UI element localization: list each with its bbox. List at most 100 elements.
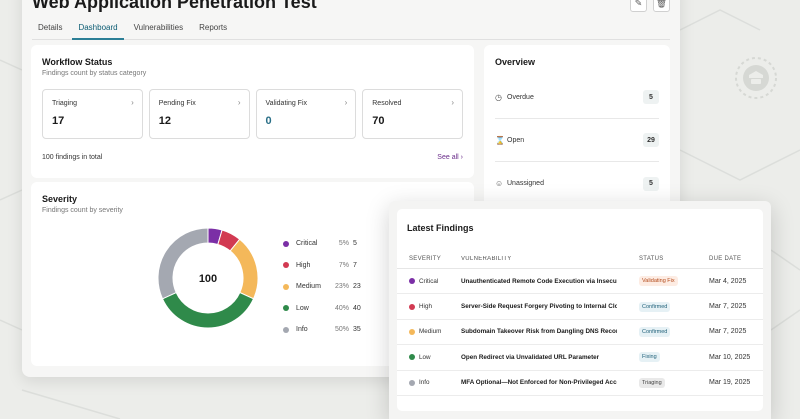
latest-findings-panel: Latest Findings SEVERITY VULNERABILITY S… [389, 201, 771, 419]
row-status: Validating Fix [617, 276, 689, 287]
legend-name: Medium [296, 283, 321, 291]
overview-row-unassigned[interactable]: ☺ Unassigned 5 [495, 162, 659, 205]
row-status: Confirmed [617, 326, 689, 337]
legend-row-critical: Critical 5% 5 [283, 233, 363, 255]
legend-pct: 23% [334, 283, 349, 291]
header-due-date[interactable]: DUE DATE [709, 255, 742, 262]
donut-slice-low[interactable] [161, 291, 255, 329]
legend-pct: 50% [334, 326, 349, 334]
workflow-box-label: Pending Fix [158, 100, 196, 107]
legend-dot [283, 283, 289, 290]
row-due-date: Mar 7, 2025 [709, 303, 747, 311]
shield-logo-icon [735, 57, 777, 99]
tab-dashboard[interactable]: Dashboard [72, 16, 124, 40]
legend-count: 5 [353, 240, 357, 248]
workflow-box-value: 70 [372, 115, 385, 127]
row-status: Confirmed [617, 301, 689, 312]
status-badge: Triaging [639, 377, 665, 388]
donut-slice-medium[interactable] [229, 238, 259, 300]
tab-vulnerabilities[interactable]: Vulnerabilities [133, 23, 184, 32]
legend-count: 7 [353, 261, 357, 269]
edit-button[interactable]: ✎ [630, 0, 647, 12]
tab-details[interactable]: Details [38, 23, 63, 32]
workflow-box-label: Triaging [52, 100, 78, 107]
severity-title: Severity [42, 194, 78, 204]
workflow-box-validating-fix[interactable]: Validating Fix › 0 [255, 89, 357, 139]
severity-label: Critical [419, 277, 439, 285]
overview-row-overdue[interactable]: ◷ Overdue 5 [495, 76, 659, 119]
hourglass-icon: ⌛ [495, 135, 505, 145]
latest-findings-card: Latest Findings SEVERITY VULNERABILITY S… [397, 209, 763, 411]
chevron-right-icon: › [451, 98, 454, 107]
severity-subtitle: Findings count by severity [42, 207, 123, 214]
legend-count: 40 [353, 304, 361, 312]
legend-pct: 40% [334, 304, 349, 312]
status-badge: Confirmed [639, 301, 671, 312]
row-due-date: Mar 7, 2025 [709, 328, 747, 336]
table-row[interactable]: Low Open Redirect via Unvalidated URL Pa… [397, 345, 763, 371]
row-severity: Low [397, 354, 443, 361]
legend-dot [283, 240, 289, 247]
row-severity: Info [397, 379, 443, 386]
overview-label: Overdue [507, 93, 534, 101]
severity-legend: Critical 5% 5 High 7% 7 Medium 23% 23 Lo… [283, 233, 363, 341]
trash-icon: 🗑 [655, 0, 668, 8]
overview-count: 29 [643, 133, 659, 147]
row-severity: Medium [397, 328, 443, 335]
workflow-box-value: 12 [158, 115, 171, 127]
overview-label: Unassigned [507, 180, 544, 187]
see-all-link[interactable]: See all › [437, 154, 463, 161]
clock-icon: ◷ [495, 92, 502, 102]
row-due-date: Mar 10, 2025 [709, 353, 751, 361]
legend-row-high: High 7% 7 [283, 255, 363, 277]
chevron-right-icon: › [131, 98, 134, 107]
table-header: SEVERITY VULNERABILITY STATUS DUE DATE [397, 249, 763, 269]
workflow-box-value: 17 [52, 115, 65, 127]
title-actions: ✎ 🗑 [630, 0, 670, 12]
donut-slice-info[interactable] [157, 227, 209, 300]
tab-bar: Details Dashboard Vulnerabilities Report… [32, 16, 670, 40]
severity-label: Low [419, 353, 431, 361]
workflow-box-value: 0 [265, 115, 272, 127]
overview-label: Open [507, 136, 525, 144]
pencil-icon: ✎ [634, 0, 643, 8]
overview-row-open[interactable]: ⌛ Open 29 [495, 119, 659, 162]
see-all-label: See all [437, 154, 459, 161]
table-row[interactable]: Medium Subdomain Takeover Risk from Dang… [397, 320, 763, 346]
tab-reports[interactable]: Reports [199, 23, 228, 32]
row-vulnerability[interactable]: Open Redirect via Unvalidated URL Parame… [461, 353, 600, 361]
header-severity[interactable]: SEVERITY [409, 255, 442, 262]
table-row[interactable]: Info MFA Optional—Not Enforced for Non-P… [397, 371, 763, 396]
severity-dot [409, 303, 415, 310]
workflow-box-resolved[interactable]: Resolved › 70 [362, 89, 463, 139]
status-badge: Confirmed [639, 326, 671, 337]
findings-total: 100 findings in total [42, 154, 103, 161]
severity-dot [409, 278, 415, 285]
workflow-box-triaging[interactable]: Triaging › 17 [42, 89, 143, 139]
overview-count: 5 [643, 90, 659, 104]
legend-row-low: Low 40% 40 [283, 298, 363, 320]
workflow-box-pending-fix[interactable]: Pending Fix › 12 [148, 89, 250, 139]
legend-pct: 5% [338, 240, 349, 248]
severity-dot [409, 354, 415, 361]
header-status[interactable]: STATUS [639, 255, 664, 262]
row-vulnerability[interactable]: Server-Side Request Forgery Pivoting to … [461, 303, 617, 311]
chevron-right-icon: › [237, 98, 241, 107]
workflow-subtitle: Findings count by status category [42, 70, 147, 77]
header-vulnerability[interactable]: VULNERABILITY [461, 255, 512, 262]
row-vulnerability[interactable]: Subdomain Takeover Risk from Dangling DN… [461, 328, 617, 336]
workflow-footer: 100 findings in total See all › [42, 154, 463, 161]
table-row[interactable]: High Server-Side Request Forgery Pivotin… [397, 294, 763, 320]
row-vulnerability[interactable]: Unauthenticated Remote Code Execution vi… [461, 277, 617, 285]
row-vulnerability[interactable]: MFA Optional—Not Enforced for Non-Privil… [461, 379, 617, 387]
delete-button[interactable]: 🗑 [653, 0, 670, 12]
overview-list: ◷ Overdue 5 ⌛ Open 29 ☺ Unassigned 5 [495, 76, 659, 205]
overview-title: Overview [495, 57, 536, 67]
table-row[interactable]: Critical Unauthenticated Remote Code Exe… [397, 269, 763, 295]
severity-label: High [419, 303, 432, 311]
row-due-date: Mar 4, 2025 [709, 277, 747, 285]
legend-row-medium: Medium 23% 23 [283, 276, 363, 298]
overview-count: 5 [643, 176, 659, 191]
workflow-boxes: Triaging › 17 Pending Fix › 12 Validatin… [42, 89, 463, 139]
